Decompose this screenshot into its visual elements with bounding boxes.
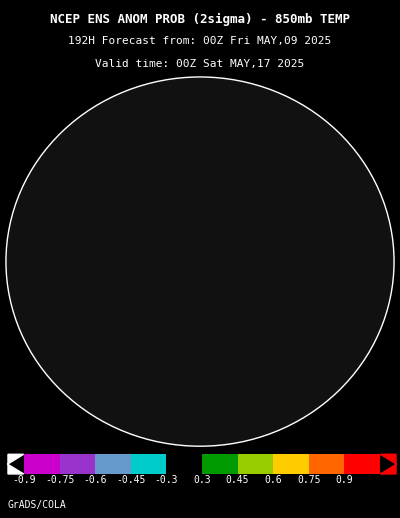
Bar bbox=[238, 454, 273, 474]
Bar bbox=[166, 454, 202, 474]
Text: -0.45: -0.45 bbox=[116, 475, 146, 485]
Text: -0.9: -0.9 bbox=[12, 475, 36, 485]
Text: 0.6: 0.6 bbox=[264, 475, 282, 485]
Bar bbox=[309, 454, 344, 474]
Bar bbox=[24, 454, 60, 474]
Text: GrADS/COLA: GrADS/COLA bbox=[8, 500, 67, 510]
Bar bbox=[95, 454, 131, 474]
Text: 0.9: 0.9 bbox=[336, 475, 353, 485]
Bar bbox=[273, 454, 309, 474]
FancyArrow shape bbox=[380, 454, 396, 474]
Text: NCEP ENS ANOM PROB (2sigma) - 850mb TEMP: NCEP ENS ANOM PROB (2sigma) - 850mb TEMP bbox=[50, 13, 350, 26]
Text: 0.3: 0.3 bbox=[193, 475, 211, 485]
Text: -0.3: -0.3 bbox=[155, 475, 178, 485]
Text: 192H Forecast from: 00Z Fri MAY,09 2025: 192H Forecast from: 00Z Fri MAY,09 2025 bbox=[68, 36, 332, 46]
FancyArrow shape bbox=[8, 454, 24, 474]
Bar bbox=[344, 454, 380, 474]
Text: -0.75: -0.75 bbox=[45, 475, 74, 485]
Text: 0.45: 0.45 bbox=[226, 475, 249, 485]
Bar bbox=[60, 454, 95, 474]
Circle shape bbox=[6, 77, 394, 446]
Text: 0.75: 0.75 bbox=[297, 475, 320, 485]
Text: Valid time: 00Z Sat MAY,17 2025: Valid time: 00Z Sat MAY,17 2025 bbox=[95, 60, 305, 69]
Bar bbox=[131, 454, 166, 474]
Bar bbox=[202, 454, 238, 474]
Text: -0.6: -0.6 bbox=[84, 475, 107, 485]
